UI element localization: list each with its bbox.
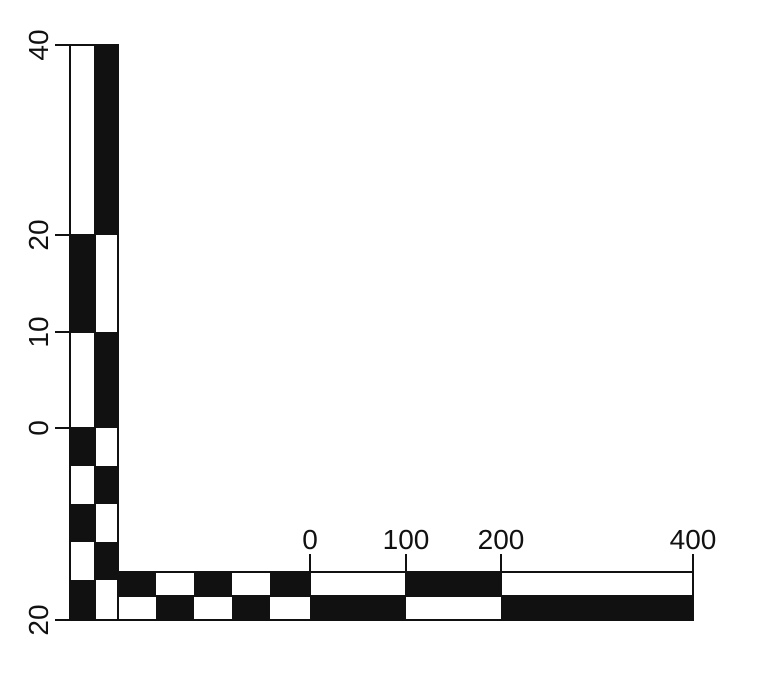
vertical-segment — [95, 332, 118, 428]
horizontal-tick-labels: 0 100 200 400 — [302, 524, 716, 555]
vertical-tick-label: 0 — [23, 420, 54, 436]
horizontal-segment — [156, 596, 194, 620]
vertical-tick-label: 10 — [23, 316, 54, 347]
horizontal-tick-label: 400 — [670, 524, 717, 555]
horizontal-tick-label: 100 — [383, 524, 430, 555]
vertical-segment — [70, 504, 95, 542]
horizontal-segment — [194, 572, 232, 596]
horizontal-segment — [310, 596, 406, 620]
horizontal-segment — [406, 572, 501, 596]
vertical-segment — [70, 580, 95, 620]
vertical-segment — [70, 235, 95, 332]
horizontal-segment — [270, 572, 310, 596]
vertical-tick-labels: 40 20 10 0 20 — [23, 29, 54, 635]
vertical-segment — [70, 428, 95, 466]
vertical-tick-label: 40 — [23, 29, 54, 60]
vertical-tick-label: 20 — [23, 604, 54, 635]
horizontal-tick-label: 0 — [302, 524, 318, 555]
vertical-segment — [95, 542, 118, 580]
horizontal-segment — [232, 596, 270, 620]
vertical-scale-bar — [55, 44, 119, 621]
vertical-segment — [95, 45, 118, 235]
horizontal-segment — [118, 572, 156, 596]
vertical-segment — [95, 466, 118, 504]
horizontal-tick-label: 200 — [478, 524, 525, 555]
vertical-tick-label: 20 — [23, 219, 54, 250]
horizontal-scale-bar — [117, 554, 694, 621]
horizontal-segment — [501, 596, 693, 620]
